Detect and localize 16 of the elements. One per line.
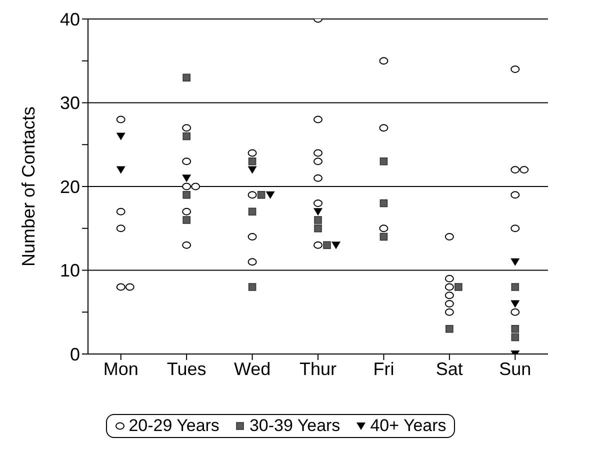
y-tick-label: 40 bbox=[60, 9, 80, 30]
y-tick-label: 10 bbox=[60, 260, 80, 281]
x-tick-label: Fri bbox=[373, 358, 394, 379]
legend-label: 30-39 Years bbox=[248, 416, 340, 436]
x-tick-label: Wed bbox=[234, 358, 271, 379]
y-axis-title: Number of Contacts bbox=[18, 106, 38, 267]
y-tick-label: 20 bbox=[60, 176, 80, 197]
y-tick-label: 0 bbox=[70, 344, 80, 364]
x-tick-label: Sun bbox=[499, 358, 532, 379]
legend-label: 40+ Years bbox=[369, 416, 446, 436]
x-tick-label: Thur bbox=[299, 358, 337, 379]
y-tick-label: 30 bbox=[60, 93, 80, 114]
x-tick-label: Mon bbox=[103, 358, 138, 379]
x-tick-label: Sat bbox=[436, 358, 463, 379]
x-tick-label: Tues bbox=[166, 358, 206, 379]
legend-label: 20-29 Years bbox=[128, 416, 220, 436]
